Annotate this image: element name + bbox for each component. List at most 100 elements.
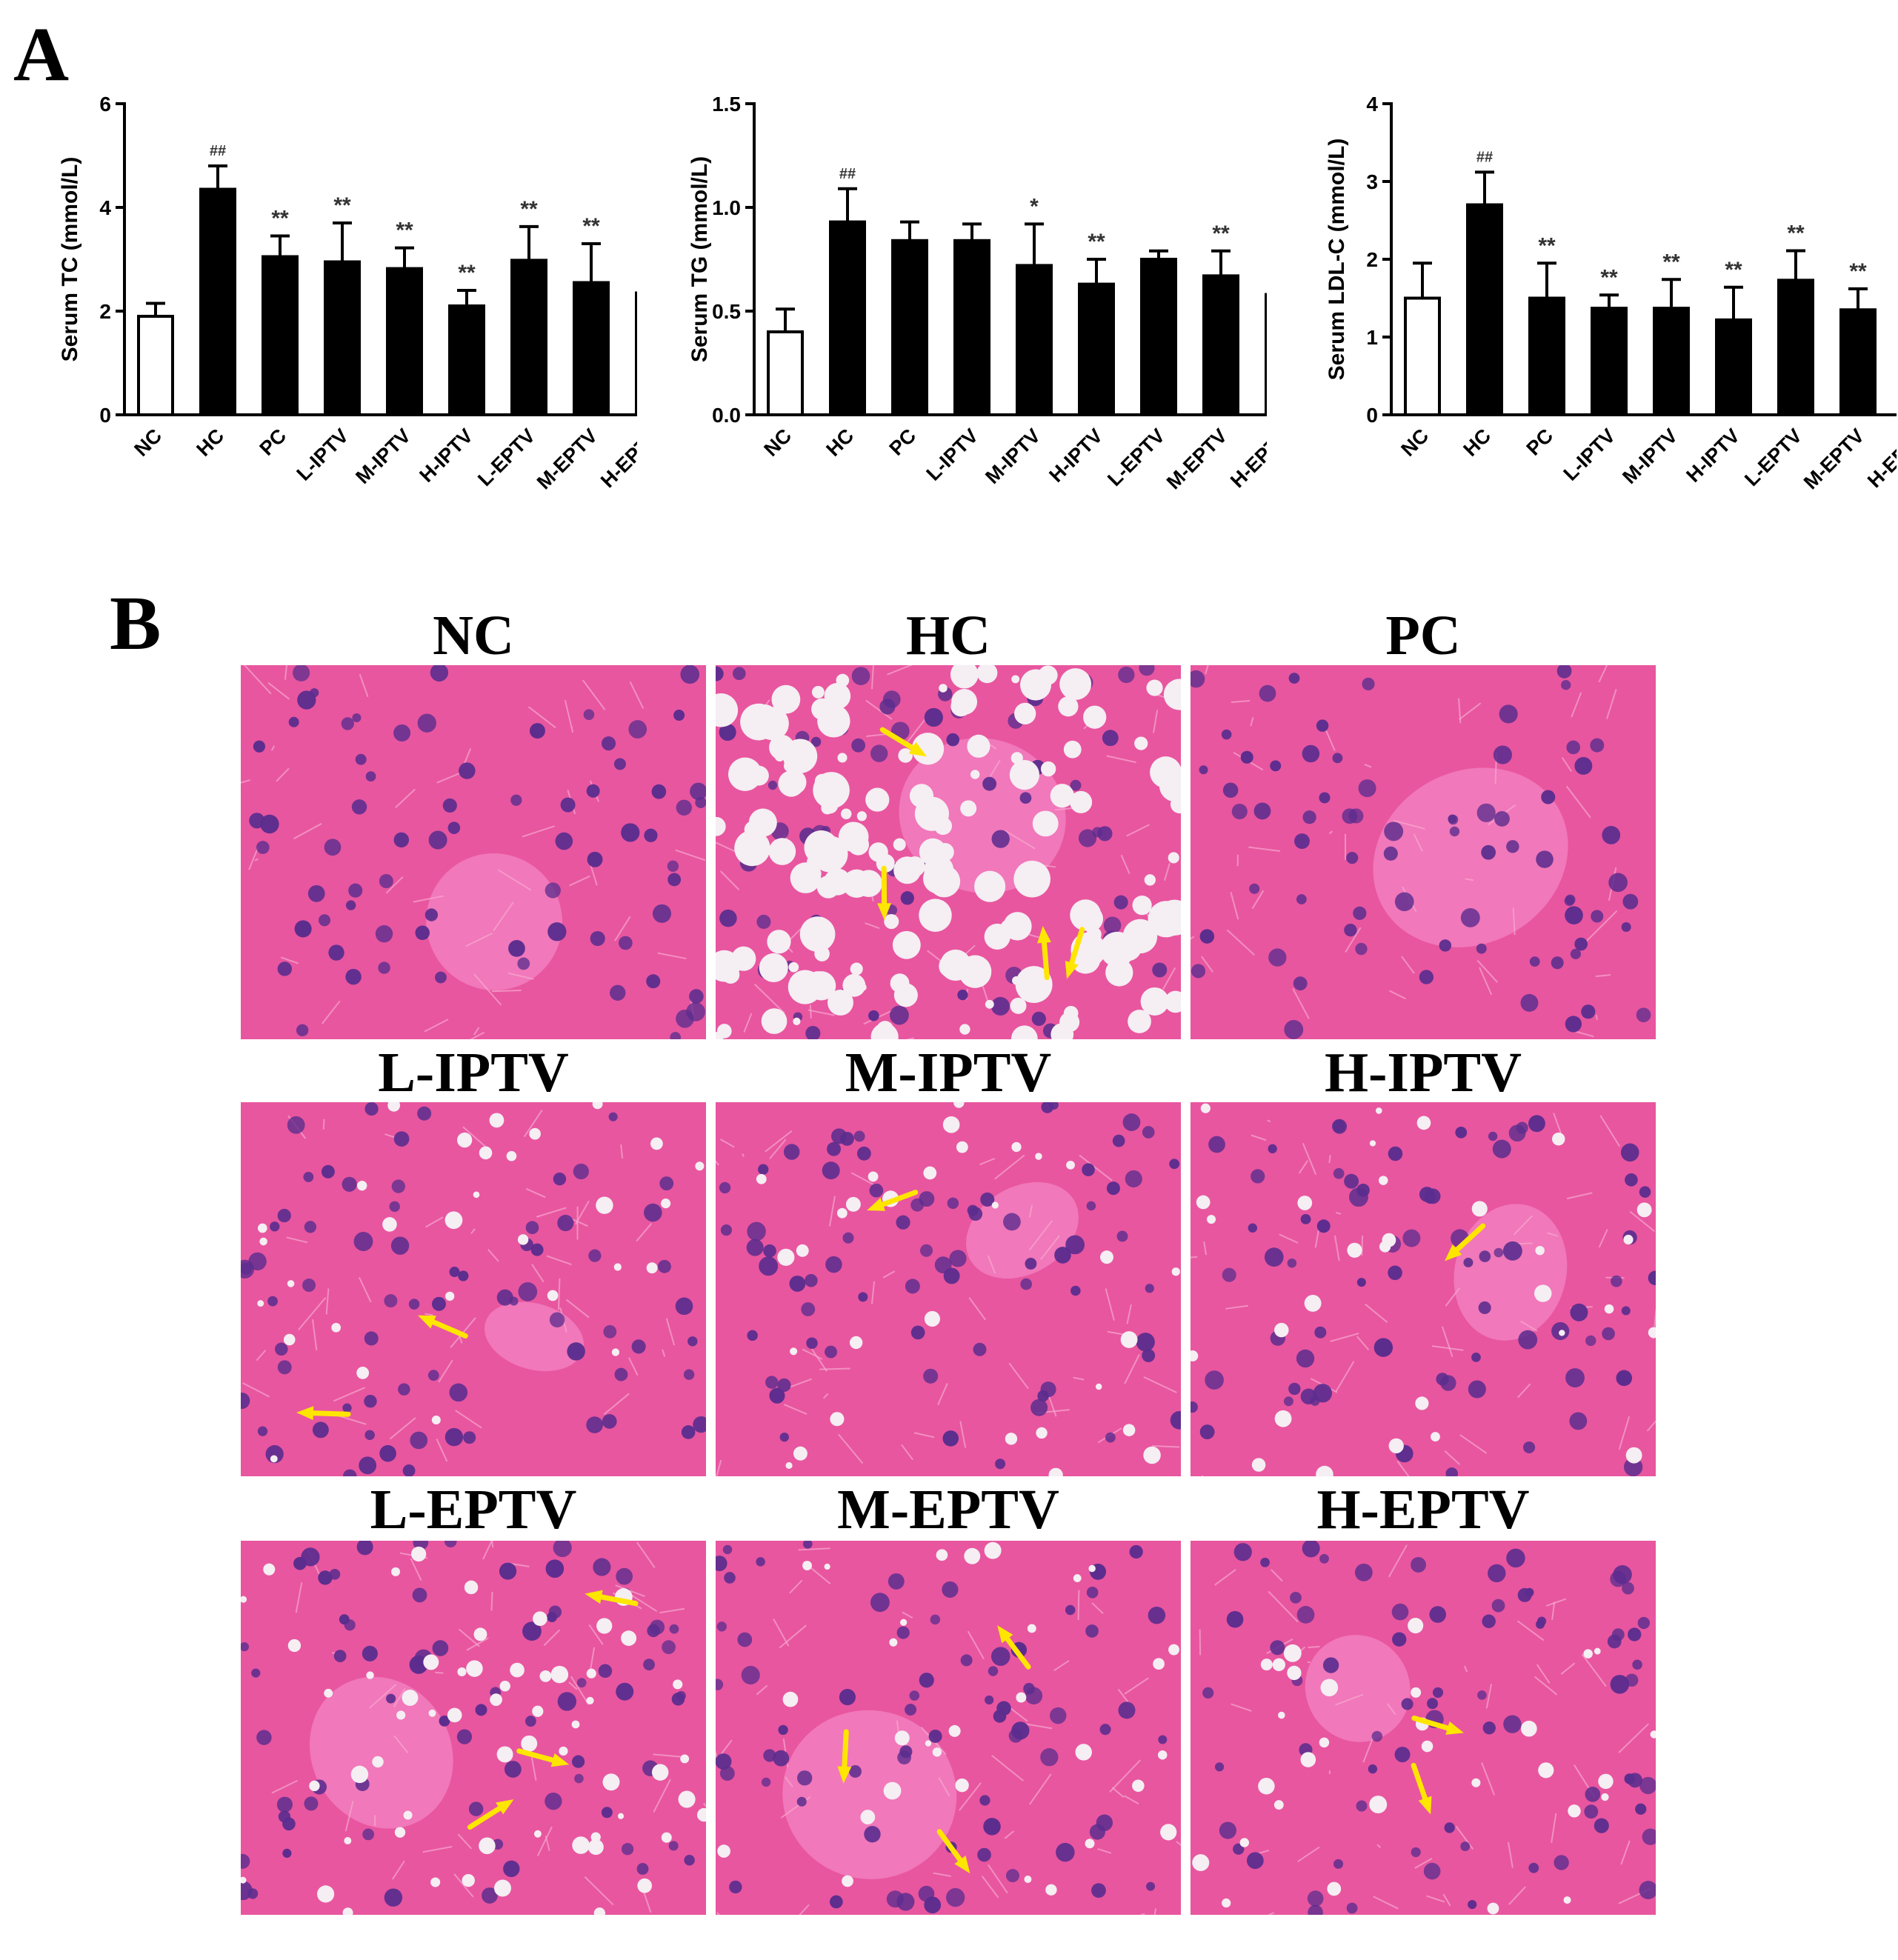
nucleus bbox=[1448, 814, 1459, 825]
lipid-vacuole bbox=[1088, 1564, 1096, 1573]
cell-membrane bbox=[1111, 1787, 1125, 1799]
lipid-vacuole bbox=[1015, 966, 1053, 1004]
nucleus bbox=[256, 1730, 272, 1745]
y-tick-label: 0.0 bbox=[712, 404, 741, 427]
lipid-vacuole bbox=[394, 1827, 406, 1838]
cell-membrane bbox=[620, 1144, 624, 1159]
lipid-vacuole bbox=[1045, 1884, 1057, 1896]
lipid-vacuole bbox=[617, 1813, 625, 1819]
cell-membrane bbox=[1109, 1759, 1142, 1793]
nucleus bbox=[1283, 1396, 1293, 1407]
cell-membrane bbox=[819, 1367, 850, 1370]
lipid-vacuole bbox=[1122, 1424, 1136, 1436]
nucleus bbox=[1170, 1410, 1181, 1430]
nucleus bbox=[1332, 753, 1343, 764]
nucleus bbox=[590, 930, 605, 947]
lipid-vacuole bbox=[1538, 1762, 1554, 1779]
y-tick-label: 1 bbox=[1366, 326, 1378, 349]
lipid-vacuole bbox=[1623, 1234, 1634, 1245]
cell-membrane bbox=[614, 916, 631, 941]
nucleus bbox=[1030, 1399, 1048, 1416]
nucleus bbox=[508, 940, 525, 957]
lipid-vacuole bbox=[894, 1730, 910, 1746]
y-tick-label: 2 bbox=[1366, 248, 1378, 271]
nucleus bbox=[806, 1337, 818, 1349]
nucleus bbox=[1476, 943, 1487, 954]
lipid-vacuole bbox=[533, 1830, 542, 1838]
nucleus bbox=[1402, 1229, 1421, 1247]
nucleus bbox=[1419, 970, 1434, 984]
bar-hc bbox=[829, 220, 866, 416]
lipid-vacuole bbox=[1239, 1838, 1250, 1847]
cell-membrane bbox=[1292, 988, 1310, 1019]
nucleus bbox=[1616, 1370, 1633, 1387]
significance-label: ** bbox=[1212, 221, 1230, 246]
y-tick-label: 2 bbox=[99, 300, 111, 323]
cell-membrane bbox=[1029, 1220, 1053, 1250]
nucleus bbox=[767, 780, 778, 790]
x-tick-label: L-IPTV bbox=[1559, 424, 1620, 485]
nucleus bbox=[686, 1002, 705, 1021]
cell-membrane bbox=[636, 1223, 653, 1242]
cell-membrane bbox=[531, 1264, 545, 1283]
nucleus bbox=[827, 1141, 841, 1156]
nucleus bbox=[1302, 810, 1316, 824]
y-tick-label: 1.5 bbox=[712, 93, 741, 116]
micrograph-title-h-iptv: H-IPTV bbox=[1325, 1041, 1522, 1104]
cell-membrane bbox=[1126, 824, 1150, 837]
cell-membrane bbox=[543, 1629, 561, 1647]
bar-h-iptv bbox=[1078, 282, 1115, 416]
nucleus bbox=[631, 1339, 646, 1354]
lipid-vacuole bbox=[1063, 1006, 1079, 1021]
cell-membrane bbox=[905, 1037, 914, 1039]
lipid-vacuole bbox=[1287, 1665, 1302, 1681]
lipid-vacuole bbox=[402, 1690, 419, 1706]
cell-membrane bbox=[545, 1836, 550, 1851]
cell-membrane bbox=[1267, 1119, 1271, 1123]
nucleus bbox=[949, 1250, 967, 1267]
cell-membrane bbox=[653, 1753, 682, 1758]
nucleus bbox=[432, 1640, 449, 1656]
nucleus bbox=[1529, 956, 1540, 967]
lipid-vacuole bbox=[391, 1567, 401, 1576]
cell-membrane bbox=[1387, 1703, 1396, 1716]
nucleus bbox=[1368, 1764, 1378, 1774]
cell-membrane bbox=[1298, 1160, 1309, 1174]
nucleus bbox=[1248, 1223, 1257, 1233]
lipid-vacuole bbox=[717, 1844, 730, 1858]
nucleus bbox=[447, 821, 461, 834]
nucleus bbox=[636, 1863, 649, 1875]
nucleus bbox=[985, 1695, 994, 1705]
cell-membrane bbox=[546, 1255, 572, 1266]
nucleus bbox=[840, 1131, 854, 1146]
cell-membrane bbox=[487, 1249, 499, 1262]
lipid-vacuole bbox=[892, 930, 921, 959]
nucleus bbox=[1610, 1675, 1630, 1694]
lipid-vacuole bbox=[767, 930, 791, 954]
lipid-vacuole bbox=[951, 689, 978, 715]
micrograph-nc bbox=[241, 665, 706, 1039]
nucleus bbox=[1523, 1441, 1536, 1454]
cell-membrane bbox=[507, 972, 534, 980]
significance-label: ## bbox=[1476, 149, 1493, 165]
cell-membrane bbox=[470, 1228, 476, 1234]
nucleus bbox=[386, 1693, 396, 1704]
lipid-vacuole bbox=[950, 665, 979, 689]
cell-membrane bbox=[333, 1387, 366, 1402]
nucleus bbox=[1541, 790, 1556, 804]
lipid-vacuole bbox=[1171, 1267, 1180, 1276]
cell-membrane bbox=[828, 1196, 836, 1227]
nucleus bbox=[756, 1557, 765, 1567]
nucleus bbox=[805, 1273, 818, 1287]
nucleus bbox=[851, 738, 866, 753]
lipid-vacuole bbox=[510, 1662, 525, 1678]
y-tick-label: 4 bbox=[1366, 93, 1378, 116]
nucleus bbox=[301, 1547, 320, 1567]
nucleus bbox=[270, 1221, 280, 1232]
cell-membrane bbox=[1153, 1908, 1157, 1915]
nucleus bbox=[1040, 1748, 1059, 1767]
cell-membrane bbox=[1143, 1376, 1177, 1393]
cell-membrane bbox=[1126, 1304, 1132, 1324]
lipid-vacuole bbox=[1552, 1132, 1565, 1146]
lipid-vacuole bbox=[423, 1654, 439, 1670]
